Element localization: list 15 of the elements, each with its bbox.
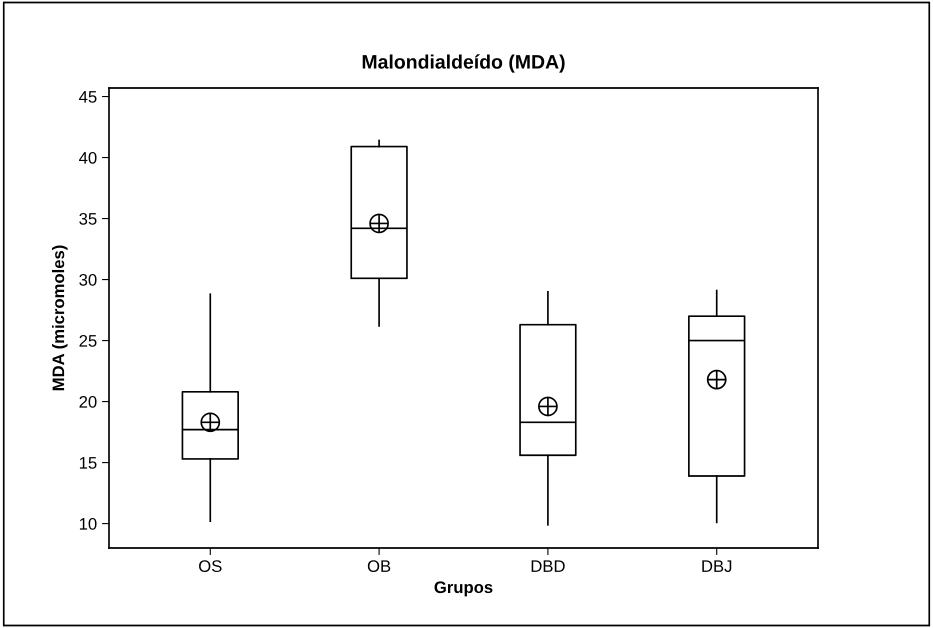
x-axis-title: Grupos — [434, 581, 492, 596]
chart-title: Malondialdeído (MDA) — [362, 54, 565, 73]
y-tick-label: 30 — [79, 274, 97, 286]
x-tick-label: OS — [199, 560, 222, 572]
y-tick-label: 40 — [79, 152, 97, 164]
y-tick-label: 25 — [79, 334, 96, 347]
x-tick-label: OB — [368, 560, 390, 572]
x-tick-label: DBJ — [702, 560, 732, 572]
y-tick-label: 10 — [80, 518, 97, 530]
y-tick-label: 45 — [79, 91, 96, 103]
y-tick-label: 35 — [79, 212, 96, 225]
y-tick-label: 20 — [79, 396, 97, 408]
y-axis-title: MDA (micromoles) — [52, 246, 68, 390]
x-tick-label: DBD — [532, 560, 565, 572]
y-tick-label: 15 — [80, 457, 96, 469]
